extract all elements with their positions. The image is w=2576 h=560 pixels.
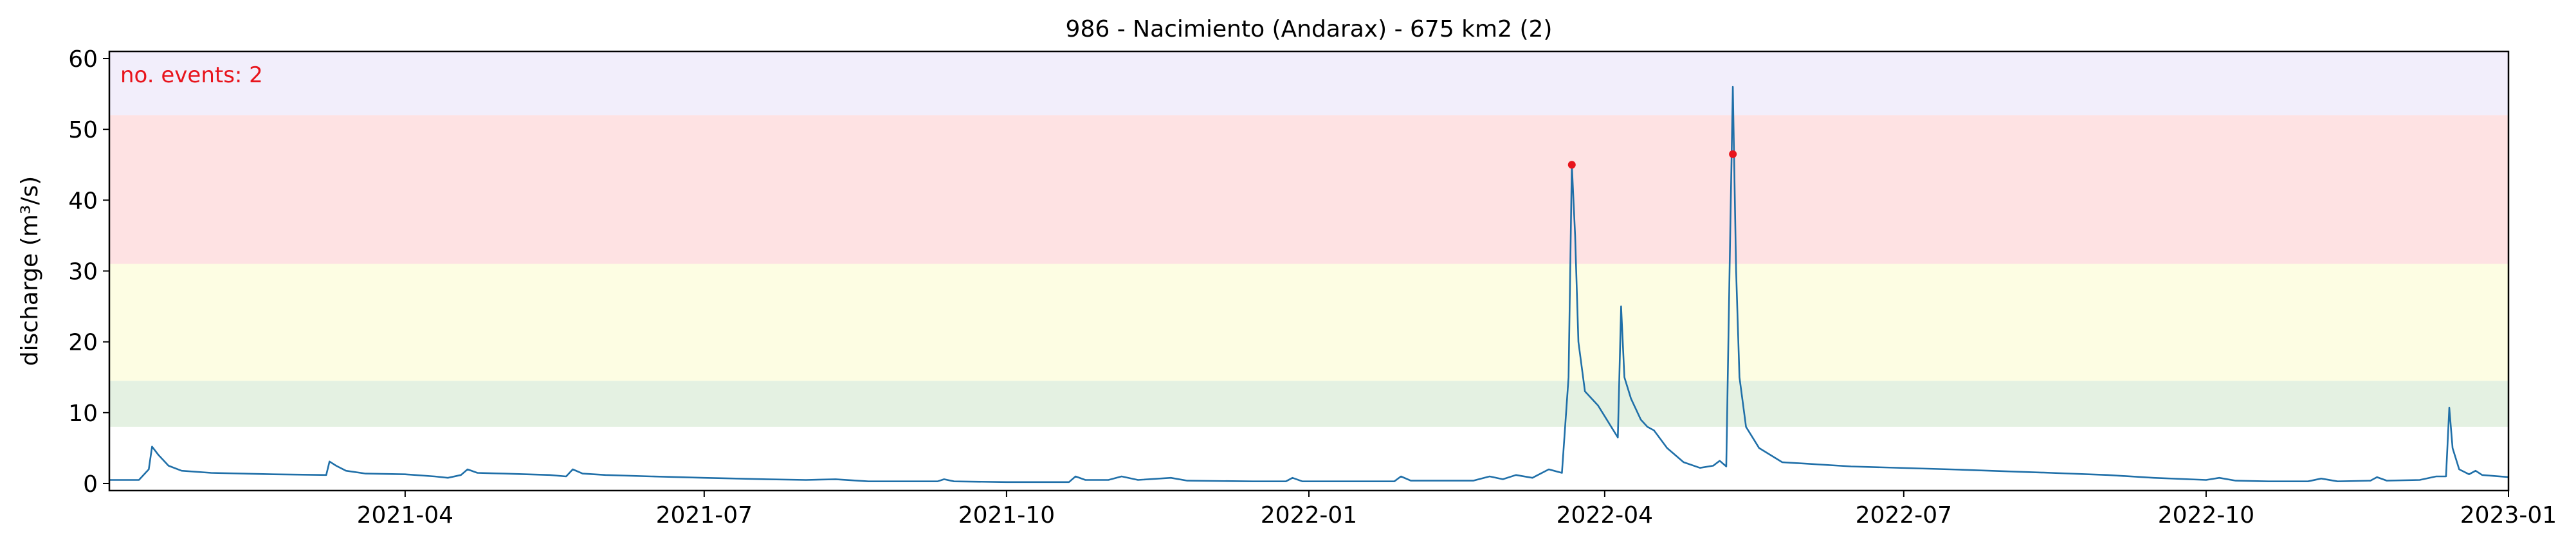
threshold-bands [109, 51, 2508, 427]
x-tick-label: 2021-10 [958, 502, 1055, 528]
x-tick-label: 2022-07 [1856, 502, 1952, 528]
series-line-0 [109, 86, 2509, 483]
x-tick-label: 2021-07 [656, 502, 753, 528]
threshold-band-3 [109, 51, 2508, 116]
x-tick-label: 2022-04 [1557, 502, 1653, 528]
x-tick-label: 2021-04 [357, 502, 453, 528]
x-tick-label: 2022-10 [2158, 502, 2254, 528]
y-axis-label: discharge (m³/s) [17, 176, 43, 366]
series-layer [109, 86, 2509, 483]
x-tick-label: 2023-01 [2460, 502, 2557, 528]
x-axis: 2021-04 2021-07 2021-10 2022-01 2022-04 2022-… [357, 491, 2557, 528]
threshold-band-0 [109, 381, 2508, 427]
x-tick-label: 2022-01 [1261, 502, 1357, 528]
y-axis: 0 10 20 30 40 50 60 [68, 46, 109, 498]
y-tick-label: 60 [68, 46, 98, 73]
y-tick-label: 40 [68, 188, 98, 214]
y-tick-label: 10 [68, 401, 98, 427]
chart-title: 986 - Nacimiento (Andarax) - 675 km2 (2) [1066, 16, 1553, 42]
y-tick-label: 30 [68, 259, 98, 285]
y-tick-label: 0 [83, 471, 98, 498]
event-marker-0 [1567, 161, 1576, 169]
events-count-annotation: no. events: 2 [120, 62, 263, 88]
y-tick-label: 20 [68, 330, 98, 356]
events-layer [1567, 150, 1737, 169]
threshold-band-2 [109, 115, 2508, 264]
threshold-band-1 [109, 264, 2508, 381]
event-marker-1 [1729, 150, 1737, 158]
y-tick-label: 50 [68, 117, 98, 143]
